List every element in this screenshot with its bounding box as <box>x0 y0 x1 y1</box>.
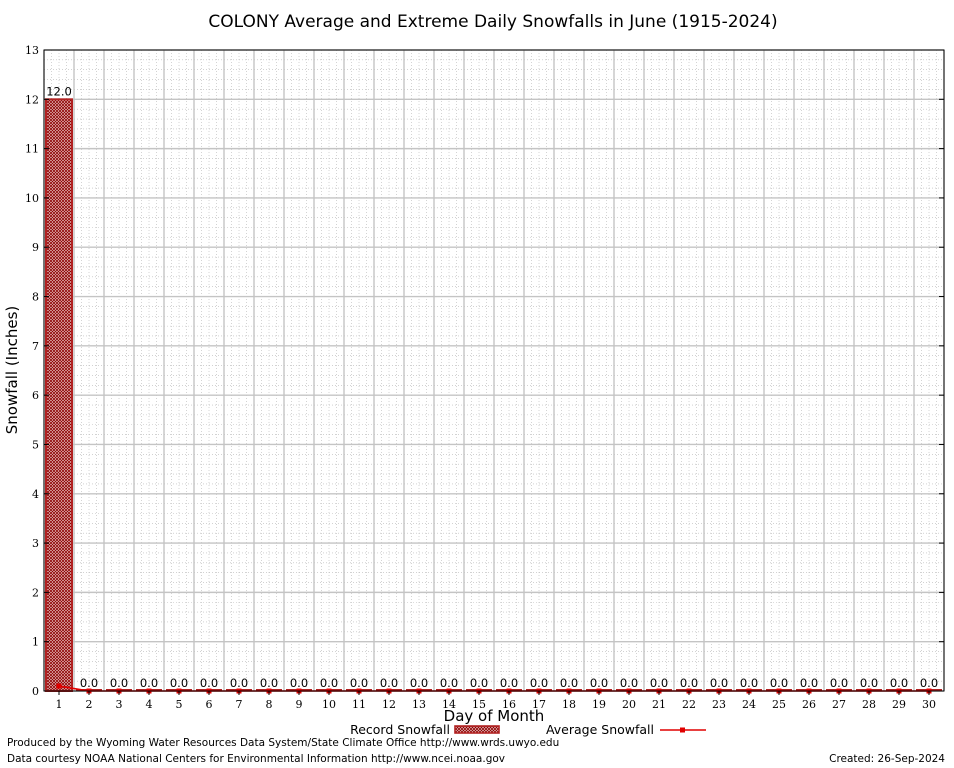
record-value-label: 0.0 <box>500 676 518 690</box>
record-value-label: 0.0 <box>770 676 788 690</box>
legend-record-swatch <box>454 725 500 734</box>
record-value-label: 0.0 <box>620 676 638 690</box>
x-tick-label: 17 <box>532 698 546 711</box>
x-tick-label: 1 <box>56 698 63 711</box>
y-axis-title: Snowfall (Inches) <box>3 306 21 434</box>
footer-produced-by: Produced by the Wyoming Water Resources … <box>7 737 560 749</box>
x-tick-label: 26 <box>802 698 816 711</box>
y-tick-label: 13 <box>25 44 39 57</box>
record-value-label: 0.0 <box>440 676 458 690</box>
legend-average-marker <box>680 727 685 733</box>
x-tick-label: 19 <box>592 698 606 711</box>
average-point <box>56 683 62 689</box>
record-value-label: 0.0 <box>650 676 668 690</box>
record-value-label: 0.0 <box>860 676 878 690</box>
y-tick-label: 7 <box>32 340 39 353</box>
y-tick-label: 12 <box>25 93 39 106</box>
record-value-label: 0.0 <box>110 676 128 690</box>
x-tick-label: 4 <box>146 698 153 711</box>
record-value-label: 0.0 <box>320 676 338 690</box>
record-value-label: 0.0 <box>800 676 818 690</box>
y-tick-label: 5 <box>32 438 39 451</box>
x-tick-label: 28 <box>862 698 876 711</box>
y-tick-label: 6 <box>32 389 39 402</box>
y-tick-label: 4 <box>32 488 39 501</box>
record-value-label: 0.0 <box>350 676 368 690</box>
x-tick-label: 24 <box>742 698 756 711</box>
x-tick-label: 7 <box>236 698 243 711</box>
x-tick-label: 9 <box>296 698 303 711</box>
record-value-label: 0.0 <box>170 676 188 690</box>
legend-record-label: Record Snowfall <box>350 722 450 737</box>
record-value-label: 0.0 <box>740 676 758 690</box>
record-value-label: 0.0 <box>680 676 698 690</box>
record-value-label: 0.0 <box>290 676 308 690</box>
x-tick-label: 10 <box>322 698 336 711</box>
record-value-label: 0.0 <box>470 676 488 690</box>
x-axis-title: Day of Month <box>444 707 545 725</box>
record-bar <box>45 98 73 693</box>
y-tick-label: 10 <box>25 192 39 205</box>
x-tick-label: 8 <box>266 698 273 711</box>
x-tick-label: 25 <box>772 698 786 711</box>
x-tick-label: 5 <box>176 698 183 711</box>
x-axis-ticks: 1 2 3 4 5 6 7 8 9 10 11 12 13 14 15 16 17 18 19 20 21 22 23 24 2… <box>56 691 936 711</box>
record-value-label: 0.0 <box>710 676 728 690</box>
x-tick-label: 15 <box>472 698 486 711</box>
y-tick-label: 11 <box>25 143 39 156</box>
x-tick-label: 3 <box>116 698 123 711</box>
record-value-label: 0.0 <box>830 676 848 690</box>
legend: Record Snowfall Average Snowfall <box>350 722 706 737</box>
x-tick-label: 20 <box>622 698 636 711</box>
record-value-label: 0.0 <box>530 676 548 690</box>
record-value-label: 0.0 <box>410 676 428 690</box>
x-tick-label: 22 <box>682 698 696 711</box>
x-tick-label: 11 <box>352 698 366 711</box>
x-tick-label: 29 <box>892 698 906 711</box>
record-value-label: 0.0 <box>140 676 158 690</box>
x-tick-label: 13 <box>412 698 426 711</box>
x-tick-label: 30 <box>922 698 936 711</box>
footer-data-courtesy: Data courtesy NOAA National Centers for … <box>7 753 506 765</box>
record-value-label: 0.0 <box>920 676 938 690</box>
y-tick-label: 3 <box>32 537 39 550</box>
record-value-label: 0.0 <box>260 676 278 690</box>
y-tick-label: 0 <box>32 685 39 698</box>
legend-average-label: Average Snowfall <box>546 722 654 737</box>
footer-created: Created: 26-Sep-2024 <box>829 753 945 765</box>
y-tick-label: 9 <box>32 241 39 254</box>
y-tick-label: 1 <box>32 636 39 649</box>
plot-frame <box>43 49 945 692</box>
record-value-label: 0.0 <box>230 676 248 690</box>
y-tick-label: 8 <box>32 291 39 304</box>
x-tick-label: 12 <box>382 698 396 711</box>
y-tick-label: 2 <box>32 586 39 599</box>
record-value-label: 0.0 <box>80 676 98 690</box>
x-tick-label: 2 <box>86 698 93 711</box>
data-labels: 12.0 0.0 0.0 0.0 0.0 0.0 0.0 0.0 0.0 0.0 0.0 0.0 0.0… <box>46 84 938 690</box>
x-tick-label: 18 <box>562 698 576 711</box>
x-tick-label: 16 <box>502 698 516 711</box>
record-value-label: 0.0 <box>380 676 398 690</box>
x-tick-label: 6 <box>206 698 213 711</box>
chart-title: COLONY Average and Extreme Daily Snowfal… <box>208 12 777 32</box>
x-tick-label: 27 <box>832 698 846 711</box>
record-value-label: 0.0 <box>200 676 218 690</box>
x-tick-label: 21 <box>652 698 666 711</box>
record-value-label: 0.0 <box>560 676 578 690</box>
x-tick-label: 14 <box>442 698 456 711</box>
record-value-label: 0.0 <box>590 676 608 690</box>
record-value-label: 0.0 <box>890 676 908 690</box>
record-value-label: 12.0 <box>46 84 72 98</box>
x-tick-label: 23 <box>712 698 726 711</box>
